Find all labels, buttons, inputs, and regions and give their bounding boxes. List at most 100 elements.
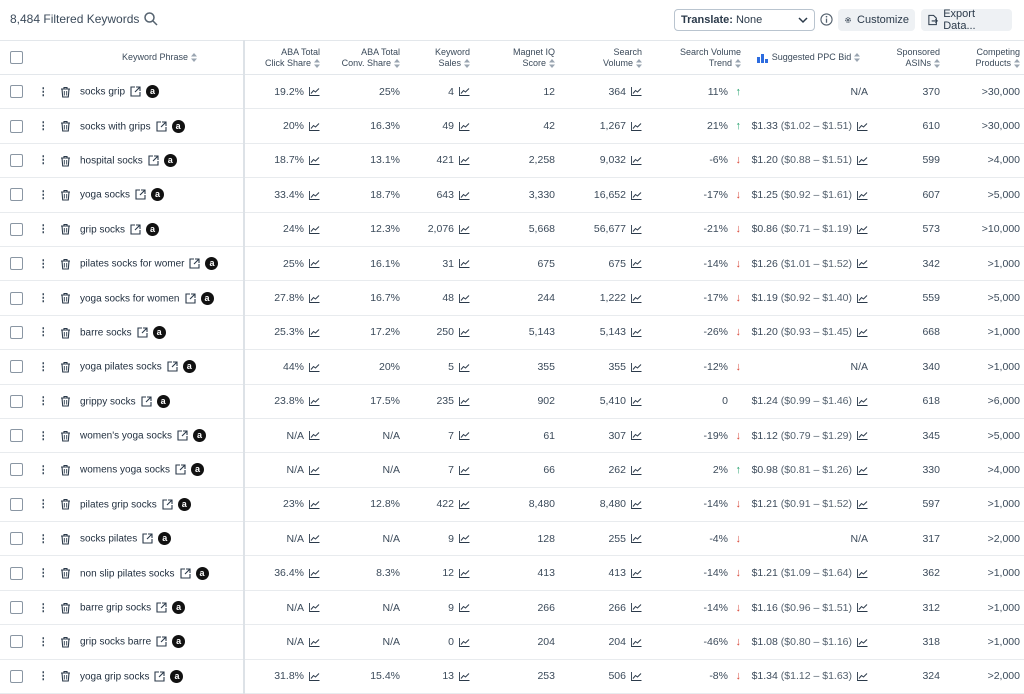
row-checkbox[interactable] [9, 188, 23, 202]
table-row[interactable]: ⋮ barre grip socks a N/A N/A 9 266 266 -1… [0, 590, 1024, 626]
column-aba-click-share[interactable]: ABA Total Click Share [244, 40, 324, 75]
trend-chart-icon[interactable] [459, 603, 470, 613]
amazon-icon[interactable]: a [146, 85, 160, 99]
more-options-icon[interactable]: ⋮ [38, 360, 49, 373]
table-row[interactable]: ⋮ socks with grips a 20% 16.3% 49 42 1,26… [0, 108, 1024, 144]
trash-icon[interactable] [60, 498, 71, 511]
table-row[interactable]: ⋮ yoga socks for women a 27.8% 16.7% 48 2… [0, 280, 1024, 316]
external-link-icon[interactable] [154, 671, 166, 682]
more-options-icon[interactable]: ⋮ [38, 498, 49, 511]
trend-chart-icon[interactable] [857, 396, 868, 406]
search-icon[interactable] [143, 11, 159, 27]
trend-chart-icon[interactable] [631, 534, 642, 544]
customize-button[interactable]: Customize [838, 9, 915, 31]
row-checkbox[interactable] [9, 394, 23, 408]
trend-chart-icon[interactable] [309, 396, 320, 406]
amazon-icon[interactable]: a [146, 222, 160, 236]
more-options-icon[interactable]: ⋮ [38, 188, 49, 201]
trend-chart-icon[interactable] [309, 156, 320, 166]
trash-icon[interactable] [60, 361, 71, 373]
trash-icon[interactable] [60, 120, 71, 132]
more-options-icon[interactable]: ⋮ [38, 223, 49, 236]
row-checkbox[interactable] [9, 669, 23, 683]
amazon-icon[interactable]: a [200, 291, 214, 305]
trend-chart-icon[interactable] [857, 568, 868, 578]
table-row[interactable]: ⋮ socks pilates a N/A N/A 9 128 255 -4% ↓ … [0, 521, 1024, 557]
trash-icon[interactable] [60, 155, 71, 167]
more-options-icon[interactable]: ⋮ [38, 670, 49, 683]
column-suggested-ppc-bid[interactable]: Suggested PPC Bid [745, 40, 872, 75]
more-options-icon[interactable]: ⋮ [38, 567, 49, 580]
row-checkbox[interactable] [9, 257, 23, 271]
keyword-phrase[interactable]: grip socks barre [80, 636, 152, 648]
amazon-icon[interactable]: a [170, 669, 184, 683]
trend-chart-icon[interactable] [631, 500, 642, 510]
trend-chart-icon[interactable] [309, 534, 320, 544]
trend-chart-icon[interactable] [309, 328, 320, 338]
amazon-icon[interactable]: a [171, 119, 185, 133]
external-link-icon[interactable] [179, 568, 191, 579]
trend-chart-icon[interactable] [459, 156, 470, 166]
trend-chart-icon[interactable] [309, 568, 320, 578]
trend-chart-icon[interactable] [309, 500, 320, 510]
column-magnet-iq-score[interactable]: Magnet IQ Score [474, 40, 559, 75]
trend-chart-icon[interactable] [631, 293, 642, 303]
trend-chart-icon[interactable] [309, 224, 320, 234]
amazon-icon[interactable]: a [182, 360, 196, 374]
amazon-icon[interactable]: a [152, 325, 166, 339]
trend-chart-icon[interactable] [631, 603, 642, 613]
column-keyword-phrase[interactable]: Keyword Phrase [76, 40, 245, 75]
external-link-icon[interactable] [130, 224, 141, 235]
column-search-volume[interactable]: Search Volume [559, 40, 646, 75]
trash-icon[interactable] [60, 602, 71, 614]
trend-chart-icon[interactable] [857, 637, 868, 647]
more-options-icon[interactable]: ⋮ [38, 429, 49, 442]
external-link-icon[interactable] [141, 396, 152, 407]
keyword-phrase[interactable]: socks grip [80, 86, 126, 98]
trend-chart-icon[interactable] [459, 431, 470, 441]
external-link-icon[interactable] [177, 430, 188, 441]
keyword-phrase[interactable]: pilates grip socks [80, 499, 157, 511]
keyword-phrase[interactable]: barre grip socks [80, 602, 152, 614]
trend-chart-icon[interactable] [309, 259, 320, 269]
trend-chart-icon[interactable] [459, 534, 470, 544]
trend-chart-icon[interactable] [631, 637, 642, 647]
trash-icon[interactable] [60, 533, 71, 545]
trend-chart-icon[interactable] [857, 224, 868, 234]
trash-icon[interactable] [60, 395, 71, 407]
external-link-icon[interactable] [130, 86, 141, 97]
trend-chart-icon[interactable] [309, 190, 320, 200]
external-link-icon[interactable] [137, 327, 148, 338]
trend-chart-icon[interactable] [631, 568, 642, 578]
more-options-icon[interactable]: ⋮ [38, 326, 49, 339]
column-competing-products[interactable]: Competing Products [944, 40, 1024, 75]
trend-chart-icon[interactable] [309, 431, 320, 441]
column-keyword-sales[interactable]: Keyword Sales [404, 40, 474, 75]
table-row[interactable]: ⋮ hospital socks a 18.7% 13.1% 421 2,258 … [0, 143, 1024, 179]
external-link-icon[interactable] [148, 155, 159, 166]
row-checkbox[interactable] [9, 325, 23, 339]
external-link-icon[interactable] [162, 499, 173, 510]
trend-chart-icon[interactable] [309, 465, 320, 475]
trend-chart-icon[interactable] [459, 500, 470, 510]
more-options-icon[interactable]: ⋮ [38, 154, 49, 167]
more-options-icon[interactable]: ⋮ [38, 395, 49, 408]
external-link-icon[interactable] [135, 189, 146, 200]
trend-chart-icon[interactable] [631, 259, 642, 269]
trash-icon[interactable] [60, 327, 71, 339]
trend-chart-icon[interactable] [631, 190, 642, 200]
trash-icon[interactable] [60, 223, 71, 235]
trend-chart-icon[interactable] [309, 672, 320, 681]
keyword-phrase[interactable]: barre socks [80, 327, 132, 339]
table-row[interactable]: ⋮ yoga pilates socks a 44% 20% 5 355 355 … [0, 349, 1024, 385]
row-checkbox[interactable] [9, 429, 23, 443]
trend-chart-icon[interactable] [459, 190, 470, 200]
table-row[interactable]: ⋮ women's yoga socks a N/A N/A 7 61 307 -… [0, 418, 1024, 454]
row-checkbox[interactable] [9, 532, 23, 546]
trash-icon[interactable] [60, 430, 71, 442]
amazon-icon[interactable]: a [158, 532, 172, 546]
amazon-icon[interactable]: a [156, 394, 170, 408]
trend-chart-icon[interactable] [459, 87, 470, 97]
more-options-icon[interactable]: ⋮ [38, 635, 49, 648]
info-icon[interactable] [820, 13, 833, 26]
